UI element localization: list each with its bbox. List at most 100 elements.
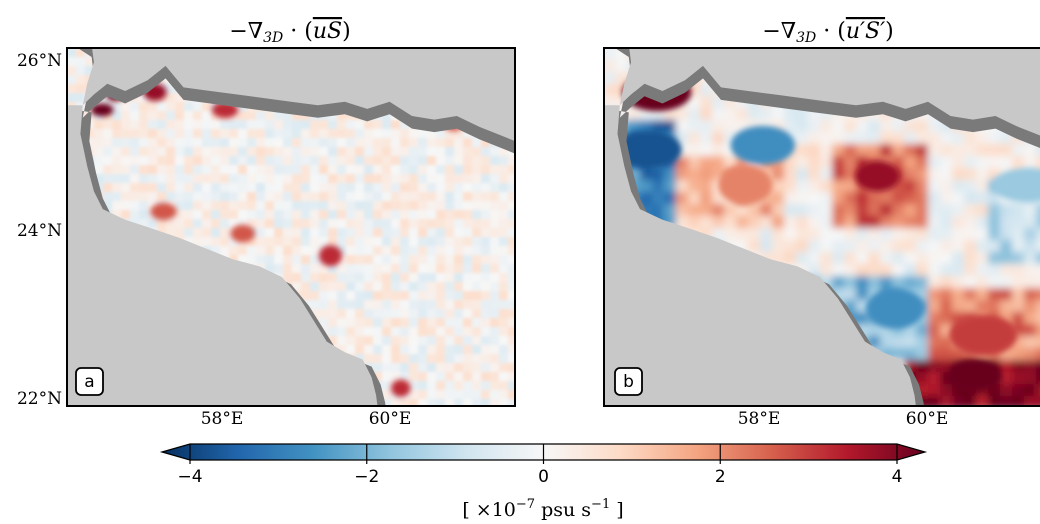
field-cell [463,210,473,220]
field-cell [832,180,845,193]
field-cell [391,282,401,292]
field-cell [328,138,338,148]
field-cell [928,336,941,349]
field-cell [301,291,311,301]
panel-b-label: b [614,367,643,396]
field-cell [337,210,347,220]
field-cell [418,183,428,193]
field-cell [904,216,917,229]
field-cell [463,174,473,184]
field-cell [820,144,833,157]
field-cell [220,138,230,148]
field-cell [436,138,446,148]
field-cell [640,120,653,133]
field-cell [328,282,338,292]
field-cell [364,138,374,148]
field-cell [499,282,509,292]
field-cell [832,156,845,169]
panel-a-label: a [75,367,104,396]
field-cell [328,129,338,139]
colorbar-tick-label: 4 [892,467,903,487]
field-cell [184,147,194,157]
field-cell [463,201,473,211]
field-cell [409,264,419,274]
field-cell [868,192,881,205]
field-cell [247,138,257,148]
field-cell [928,264,941,277]
field-cell [445,282,455,292]
field-cell [400,246,410,256]
field-cell [400,120,410,130]
field-cell [265,147,275,157]
field-cell [148,102,158,112]
field-cell [346,327,356,337]
field-cell [964,264,977,277]
field-cell [256,156,266,166]
field-cell [928,384,941,397]
field-cell [256,255,266,265]
field-cell [409,327,419,337]
field-cell [772,216,785,229]
field-cell [676,132,689,145]
field-cell [472,210,482,220]
field-cell [916,372,929,385]
field-cell [193,174,203,184]
field-cell [310,165,320,175]
field-cell [364,291,374,301]
field-cell [382,345,392,355]
field-cell [373,273,383,283]
field-cell [364,318,374,328]
field-cell [490,201,500,211]
field-cell [364,327,374,337]
field-cell [418,363,428,373]
field-cell [121,165,131,175]
field-cell [400,138,410,148]
field-cell [67,93,77,103]
field-cell [490,228,500,238]
field-cell [175,111,185,121]
field-cell [400,237,410,247]
field-cell [1024,264,1037,277]
field-cell [628,120,641,133]
field-cell [337,183,347,193]
field-cell [220,219,230,229]
field-cell [211,111,221,121]
field-cell [346,192,356,202]
field-cell [193,183,203,193]
field-cell [238,174,248,184]
field-cell [880,276,893,289]
field-cell [1036,384,1040,397]
field-cell [391,246,401,256]
field-cell [400,165,410,175]
field-cell [382,255,392,265]
field-cell [184,210,194,220]
field-cell [499,390,509,400]
field-cell [409,336,419,346]
field-cell [193,120,203,130]
field-cell [832,216,845,229]
field-cell [490,264,500,274]
field-cell [427,300,437,310]
positive-hotspot [949,314,1018,356]
field-cell [229,237,239,247]
field-cell [283,156,293,166]
field-cell [202,111,212,121]
field-cell [832,120,845,133]
field-cell [445,291,455,301]
field-cell [265,120,275,130]
field-cell [229,120,239,130]
field-cell [400,210,410,220]
field-cell [940,240,953,253]
field-cell [337,201,347,211]
field-cell [1024,276,1037,289]
field-cell [436,192,446,202]
field-cell [247,237,257,247]
field-cell [274,210,284,220]
field-cell [916,168,929,181]
field-cell [202,129,212,139]
field-cell [211,120,221,130]
field-cell [76,48,86,58]
field-cell [499,246,509,256]
field-cell [319,165,329,175]
field-cell [382,147,392,157]
